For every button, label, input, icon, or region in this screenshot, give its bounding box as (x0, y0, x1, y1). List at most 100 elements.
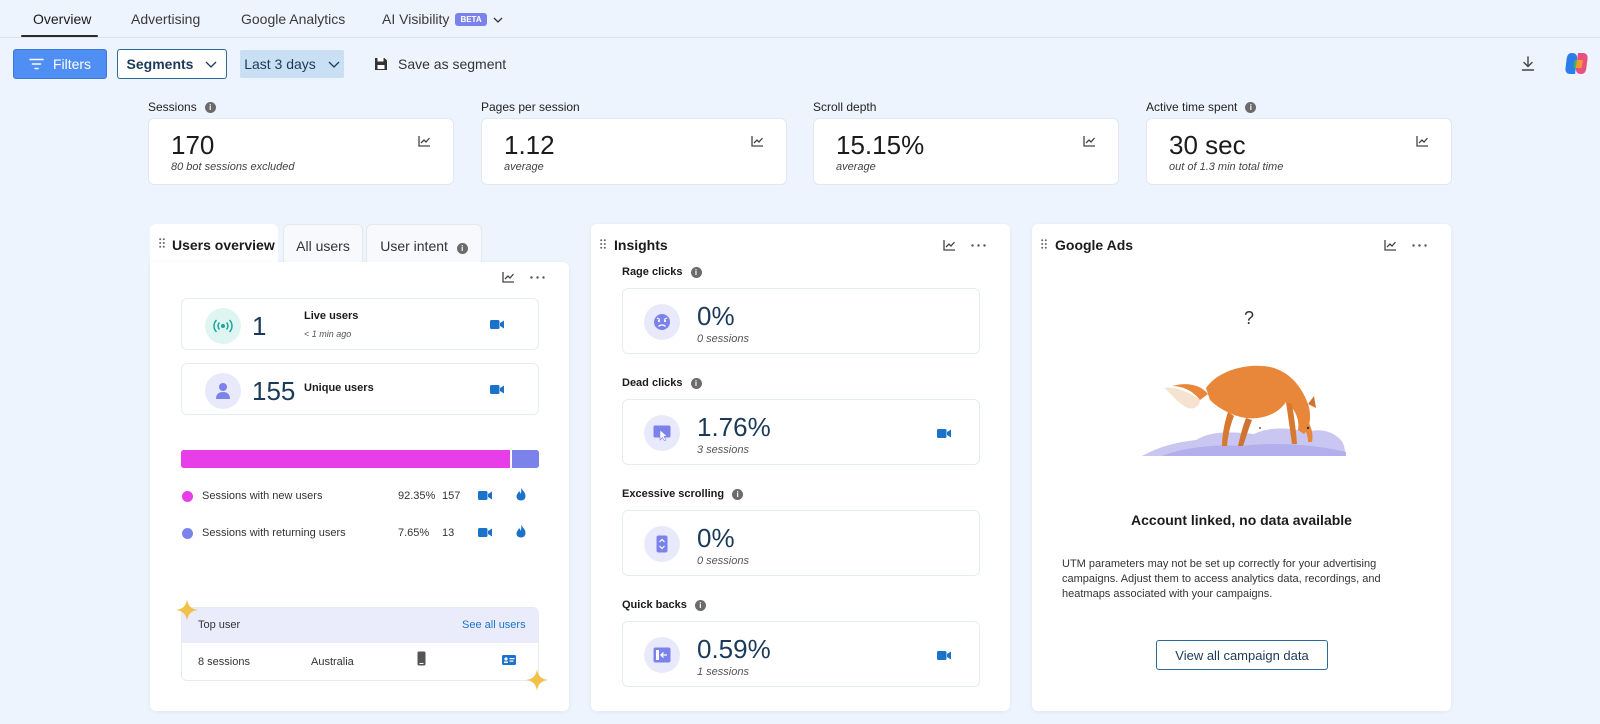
pages-metric-label: Pages per session (481, 100, 580, 114)
quick-backs-value: 0.59% (697, 634, 771, 664)
new-users-bar-segment[interactable] (181, 450, 512, 468)
save-segment-label: Save as segment (398, 56, 507, 72)
date-range-dropdown[interactable]: Last 3 days (240, 50, 344, 78)
recording-video-icon[interactable] (478, 490, 492, 501)
quick-back-icon (644, 637, 680, 673)
info-icon[interactable]: i (690, 266, 702, 278)
excessive-scrolling-card: 0% 0 sessions (622, 510, 980, 576)
sessions-label: Sessions (148, 100, 197, 114)
new-users-count: 157 (442, 490, 461, 502)
info-icon[interactable]: i (694, 599, 706, 611)
filters-label: Filters (52, 56, 92, 72)
filters-button[interactable]: Filters (13, 49, 107, 79)
live-users-value: 1 (252, 311, 267, 341)
trend-chart-icon[interactable] (943, 239, 956, 251)
info-icon[interactable]: i (732, 488, 744, 500)
trend-chart-icon[interactable] (751, 135, 764, 147)
more-options-icon[interactable] (530, 276, 545, 279)
heatmap-flame-icon[interactable] (516, 487, 526, 501)
returning-users-percent: 7.65% (398, 527, 430, 539)
tab-user-intent-label: User intent (380, 238, 448, 254)
active-time-sub: out of 1.3 min total time (1169, 161, 1284, 173)
pages-sub: average (504, 161, 544, 173)
recording-video-icon[interactable] (937, 428, 951, 439)
tab-overview[interactable]: Overview (33, 11, 92, 27)
pages-label: Pages per session (481, 100, 580, 114)
google-ads-title: Google Ads (1055, 237, 1134, 253)
sessions-sub: 80 bot sessions excluded (171, 161, 295, 173)
chevron-down-icon (205, 61, 217, 68)
recording-video-icon[interactable] (937, 650, 951, 661)
rage-clicks-sub: 0 sessions (697, 333, 749, 345)
trend-chart-icon[interactable] (418, 135, 431, 147)
returning-users-legend-dot (182, 528, 193, 539)
more-options-icon[interactable] (971, 244, 986, 247)
recording-video-icon[interactable] (490, 319, 504, 330)
drag-handle-icon[interactable] (600, 239, 606, 249)
info-icon[interactable]: i (690, 377, 702, 389)
scroll-value: 15.15% (836, 130, 925, 160)
top-user-sessions: 8 sessions (198, 656, 250, 668)
new-users-row-label: Sessions with new users (202, 490, 323, 502)
new-users-percent: 92.35% (398, 490, 436, 502)
live-broadcast-icon (205, 308, 241, 344)
trend-chart-icon[interactable] (1416, 135, 1429, 147)
insights-title: Insights (614, 237, 668, 253)
rage-clicks-label: Rage clicks (622, 266, 683, 278)
tab-users-overview-label: Users overview (172, 237, 275, 253)
tab-advertising[interactable]: Advertising (131, 11, 201, 27)
drag-handle-icon[interactable] (159, 238, 165, 248)
filter-icon (29, 58, 44, 70)
dead-clicks-card: 1.76% 3 sessions (622, 399, 980, 465)
save-segment-button[interactable]: Save as segment (374, 56, 506, 72)
copilot-icon[interactable] (1564, 51, 1589, 76)
recording-video-icon[interactable] (478, 527, 492, 538)
unique-users-value: 155 (252, 376, 296, 406)
quick-backs-sub: 1 sessions (697, 666, 749, 678)
new-vs-returning-bar (181, 450, 539, 468)
info-icon[interactable]: i (204, 101, 216, 113)
excessive-scrolling-label-row: Excessive scrolling i (622, 488, 744, 500)
rage-clicks-value: 0% (697, 301, 735, 331)
scroll-metric-card: 15.15% average (813, 118, 1119, 185)
quick-backs-label: Quick backs (622, 599, 687, 611)
sparkle-icon (176, 599, 198, 621)
segments-label: Segments (126, 56, 194, 72)
tab-ai-visibility-label: AI Visibility (382, 11, 450, 27)
download-icon[interactable] (1521, 56, 1535, 71)
trend-chart-icon[interactable] (502, 271, 515, 283)
new-users-legend-dot (182, 491, 193, 502)
date-range-label: Last 3 days (244, 56, 316, 72)
active-time-value: 30 sec (1169, 130, 1246, 160)
more-options-icon[interactable] (1412, 244, 1427, 247)
angry-face-icon (644, 304, 680, 340)
segments-dropdown[interactable]: Segments (117, 49, 227, 79)
chevron-down-icon (493, 17, 503, 23)
tab-ai-visibility[interactable]: AI Visibility BETA (382, 11, 503, 27)
live-users-card: 1 Live users < 1 min ago (181, 298, 539, 350)
user-profile-card-icon[interactable] (502, 655, 516, 665)
info-icon[interactable]: i (1245, 101, 1257, 113)
live-users-label: Live users (304, 310, 359, 322)
view-all-campaign-data-button[interactable]: View all campaign data (1156, 640, 1328, 670)
top-nav: Overview Advertising Google Analytics AI… (0, 0, 1600, 38)
drag-handle-icon[interactable] (1041, 239, 1047, 249)
tab-users-overview[interactable]: Users overview (150, 224, 278, 262)
see-all-users-link[interactable]: See all users (462, 619, 526, 631)
returning-users-bar-segment[interactable] (511, 450, 539, 468)
scroll-icon (644, 526, 680, 562)
info-icon[interactable]: i (456, 243, 468, 254)
no-data-description: UTM parameters may not be set up correct… (1062, 558, 1381, 600)
tab-google-analytics[interactable]: Google Analytics (241, 11, 346, 27)
rage-clicks-card: 0% 0 sessions (622, 288, 980, 354)
excessive-scrolling-label: Excessive scrolling (622, 488, 725, 500)
active-time-metric-label: Active time spent i (1146, 100, 1257, 114)
heatmap-flame-icon[interactable] (516, 524, 526, 538)
tab-all-users[interactable]: All users (283, 224, 363, 262)
tab-user-intent[interactable]: User intent i (366, 224, 482, 262)
trend-chart-icon[interactable] (1083, 135, 1096, 147)
trend-chart-icon[interactable] (1384, 239, 1397, 251)
recording-video-icon[interactable] (490, 384, 504, 395)
unique-users-card: 155 Unique users (181, 363, 539, 415)
sessions-metric-label: Sessions i (148, 100, 216, 114)
